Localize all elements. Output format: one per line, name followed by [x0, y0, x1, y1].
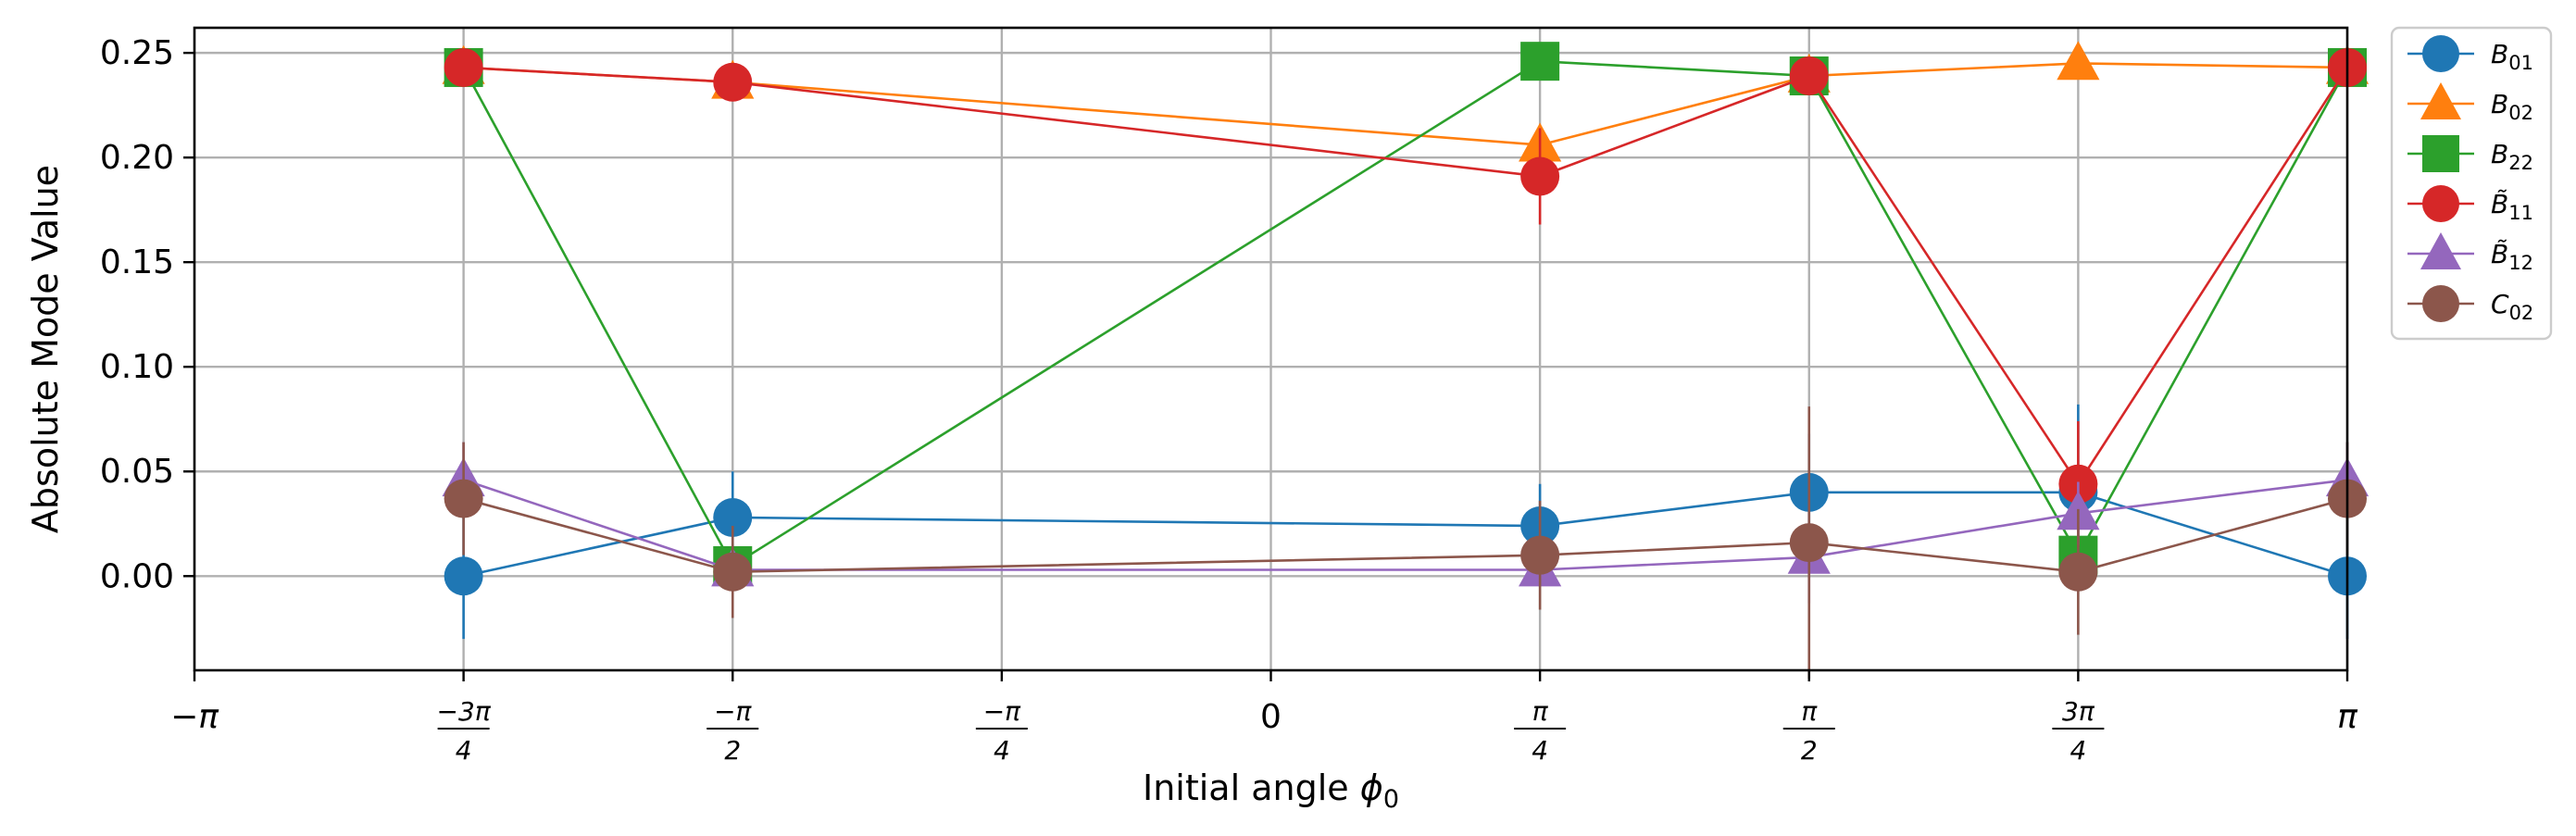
x-tick-label: −3π4: [437, 696, 492, 766]
x-tick-label: 0: [1260, 698, 1282, 736]
series-line: [463, 66, 2349, 487]
x-tick-numerator: π: [1532, 696, 1549, 727]
data-point: [2057, 41, 2100, 81]
x-tick-numerator: −π: [983, 696, 1021, 727]
data-point: [713, 62, 753, 102]
x-tick-label: π4: [1514, 696, 1567, 766]
legend-label: B01: [2491, 39, 2533, 74]
x-tick-label: −π: [170, 698, 219, 736]
x-tick-label: −π 2: [707, 696, 759, 766]
x-tick-denominator: 2: [1801, 735, 1818, 766]
legend-entry-tilde-b12: B̃12: [2407, 232, 2533, 274]
x-tick-numerator: 3π: [2062, 696, 2095, 727]
x-tick-denominator: 4: [456, 735, 472, 766]
legend-label: B22: [2491, 139, 2533, 174]
series-line: [463, 491, 2348, 578]
data-point: [713, 552, 753, 592]
legend-marker: [2422, 35, 2459, 72]
series-line: [463, 478, 2348, 571]
legend-label: B02: [2491, 89, 2533, 124]
data-point: [444, 556, 483, 596]
axes: −π −3π4−π2−π40 π4π23π4π0.000.050.100.150.2…: [100, 26, 2358, 766]
y-tick-label: 0.25: [100, 34, 174, 72]
legend-marker: [2422, 285, 2459, 322]
legend-entry-b02: B02: [2407, 82, 2533, 124]
x-tick-label: −π 4: [975, 696, 1028, 766]
data-point: [713, 497, 753, 537]
legend-marker: [2422, 185, 2459, 222]
y-tick-label: 0.10: [100, 348, 174, 386]
legend-label: B̃12: [2491, 239, 2533, 274]
x-tick-numerator: −π: [714, 696, 752, 727]
series-line: [463, 497, 2348, 574]
legend-entry-b01: B01: [2407, 35, 2533, 74]
data-point: [444, 479, 483, 518]
x-tick-denominator: 4: [994, 735, 1010, 766]
legend-marker: [2422, 135, 2459, 172]
series-line: [462, 59, 2349, 568]
legend-entry-b22: B22: [2407, 135, 2533, 174]
legend-label: C02: [2491, 289, 2533, 324]
data-point: [1520, 535, 1560, 575]
y-tick-label: 0.20: [100, 139, 174, 177]
grid: [194, 28, 2347, 670]
legend-entry-c02: C02: [2407, 285, 2533, 324]
x-tick-denominator: 2: [724, 735, 741, 766]
legend-marker: [2420, 232, 2461, 269]
legend: B01 B02 B22 B̃11 B̃12 C02: [2390, 26, 2553, 341]
x-tick-label: π2: [1782, 696, 1835, 766]
data-point: [444, 47, 483, 87]
y-axis-label: Absolute Mode Value: [25, 165, 66, 533]
x-tick-label: 3π4: [2052, 696, 2105, 766]
data-point: [2058, 552, 2098, 592]
x-axis-label: Initial angle ϕ0: [1143, 767, 1399, 814]
data-point: [1520, 42, 1560, 81]
y-tick-label: 0.15: [100, 243, 174, 281]
x-tick-numerator: −3π: [437, 696, 492, 727]
legend-entry-tilde-b11: B̃11: [2407, 185, 2533, 224]
x-tick-denominator: 4: [1532, 735, 1548, 766]
data-point: [1789, 56, 1829, 95]
y-tick-label: 0.05: [100, 453, 174, 491]
legend-label: B̃11: [2491, 189, 2533, 224]
x-tick-label: π: [2337, 698, 2358, 736]
x-tick-denominator: 4: [2070, 735, 2086, 766]
y-tick-label: 0.00: [100, 557, 174, 595]
legend-marker: [2420, 82, 2461, 119]
legend-frame: [2390, 26, 2553, 341]
x-tick-numerator: π: [1801, 696, 1818, 727]
data-point: [1520, 156, 1560, 196]
plot-area: [442, 41, 2370, 680]
data-point: [1789, 523, 1829, 563]
